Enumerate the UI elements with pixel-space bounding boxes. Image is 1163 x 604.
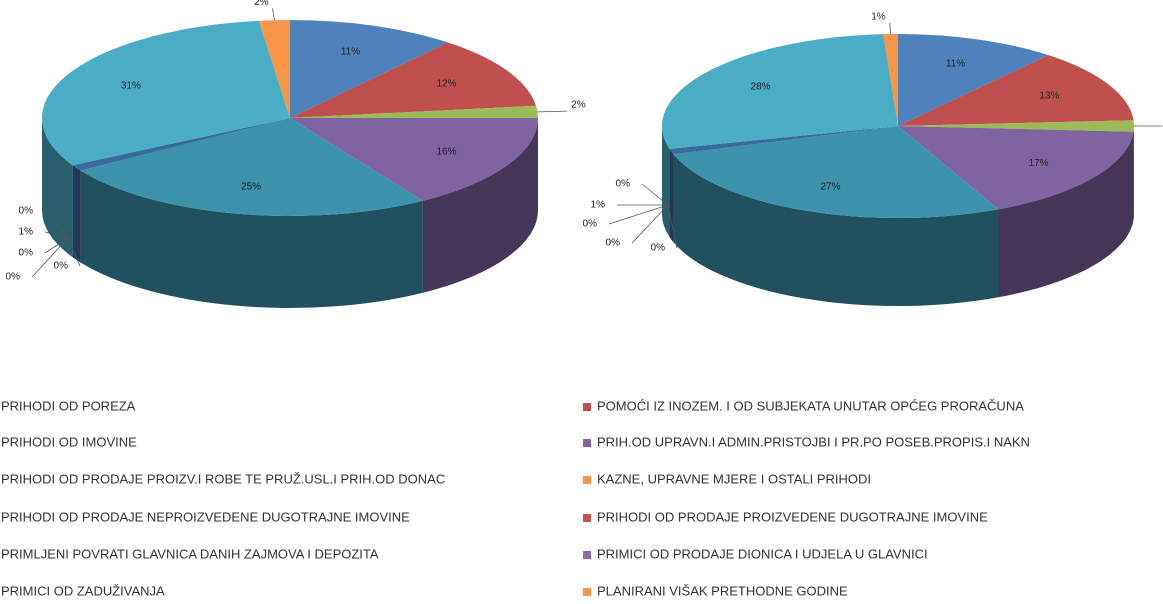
legend-label: PRIMLJENI POVRATI GLAVNICA DANIH ZAJMOVA…: [1, 546, 379, 561]
slice-side: [80, 170, 423, 308]
data-label: 31%: [121, 81, 141, 92]
leader-line: [31, 237, 69, 278]
leader-line: [631, 204, 669, 244]
legend-label: PLANIRANI VIŠAK PRETHODNE GODINE: [597, 583, 848, 598]
slice: [290, 42, 537, 118]
slice: [290, 105, 538, 118]
slice: [669, 126, 898, 155]
data-label: 25%: [241, 182, 261, 193]
slice: [898, 55, 1134, 127]
legend-label: PRIH.OD UPRAVN.I ADMIN.PRISTOJBI I PR.PO…: [597, 434, 1030, 449]
data-label: 0%: [583, 219, 598, 230]
slice: [42, 20, 291, 166]
slice-side: [42, 118, 73, 258]
legend-marker: [583, 551, 591, 559]
leader-line: [67, 237, 81, 267]
data-label: 17%: [1029, 158, 1049, 169]
data-label: 11%: [946, 58, 965, 69]
slice: [898, 126, 1134, 210]
data-label: 2%: [254, 0, 269, 8]
slice-side: [422, 118, 538, 293]
leader-line: [608, 204, 669, 225]
legend-label: PRIHODI OD IMOVINE: [1, 434, 137, 449]
data-label: 1%: [19, 227, 34, 238]
data-label: 28%: [751, 82, 771, 93]
slice: [290, 118, 538, 201]
slice: [883, 34, 898, 126]
data-label: 2%: [571, 100, 586, 111]
legend-label: KAZNE, UPRAVNE MJERE I OSTALI PRIHODI: [597, 471, 871, 486]
slice: [898, 120, 1134, 132]
legend-marker: [583, 403, 591, 411]
slice: [898, 34, 1049, 126]
data-label: 1%: [871, 12, 886, 23]
legend-label: POMOĆI IZ INOZEM. I OD SUBJEKATA UNUTAR …: [597, 398, 1024, 413]
slice: [80, 118, 423, 216]
data-label: 0%: [616, 179, 631, 190]
leader-line: [272, 8, 275, 21]
legend-label: PRIHODI OD POREZA: [1, 398, 136, 413]
data-label: 0%: [54, 261, 69, 272]
legend-label: PRIMICI OD PRODAJE DIONICA I UDJELA U GL…: [597, 546, 928, 561]
legend-label: PRIHODI OD PRODAJE PROIZVEDENE DUGOTRAJN…: [597, 509, 988, 524]
data-label: 13%: [1039, 91, 1059, 102]
slice: [72, 118, 291, 171]
data-label: 0%: [606, 238, 621, 249]
legend-label: PRIMICI OD ZADUŽIVANJA: [1, 583, 165, 598]
data-label: 12%: [436, 79, 456, 90]
leader-line: [44, 231, 69, 239]
slice-side: [998, 131, 1134, 298]
leader-line: [537, 110, 568, 113]
leader-line: [889, 22, 891, 35]
slice-side: [673, 154, 999, 306]
leader-line: [667, 204, 678, 249]
leader-line: [44, 210, 69, 239]
leader-line: [641, 183, 669, 206]
data-label: 11%: [341, 46, 360, 57]
legend-label: PRIHODI OD PRODAJE NEPROIZVEDENE DUGOTRA…: [1, 509, 410, 524]
legend-marker: [583, 439, 591, 447]
data-label: 27%: [821, 181, 841, 192]
legend-marker: [583, 476, 591, 484]
data-label: 16%: [436, 147, 456, 158]
leader-line: [44, 237, 69, 254]
slice-side: [669, 148, 674, 243]
data-label: 0%: [6, 272, 21, 283]
data-label: 0%: [651, 243, 666, 254]
legend-marker: [583, 588, 591, 596]
data-label: 0%: [19, 206, 34, 217]
legend-label: PRIHODI OD PRODAJE PROIZV.I ROBE TE PRUŽ…: [1, 471, 445, 486]
data-label: 0%: [19, 248, 34, 259]
slice: [673, 126, 999, 218]
data-label: 1%: [591, 200, 606, 211]
slice: [258, 20, 290, 118]
legend-marker: [583, 514, 591, 522]
slice: [662, 34, 898, 149]
slice-side: [72, 165, 81, 263]
slice: [290, 20, 449, 118]
